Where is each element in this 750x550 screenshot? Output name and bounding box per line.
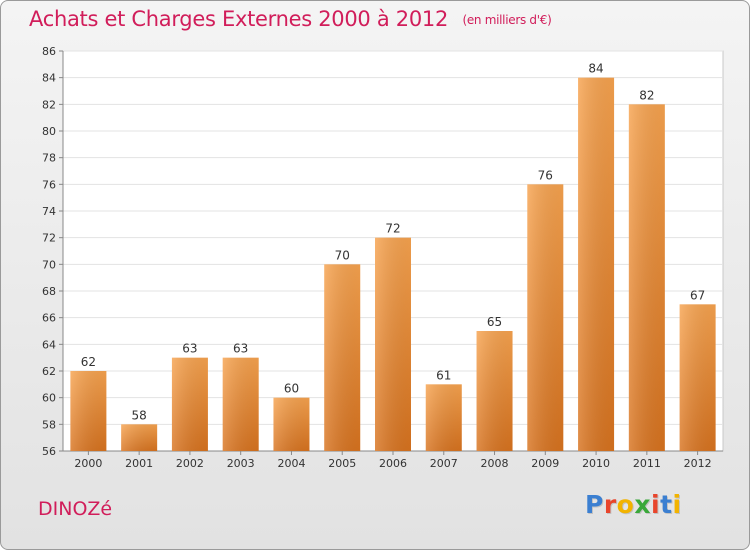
logo-letter: o [616, 490, 635, 519]
bar-shade [375, 237, 411, 451]
y-tick-label: 74 [42, 205, 56, 218]
bar-value-label: 82 [639, 88, 654, 102]
y-tick-label: 78 [42, 152, 56, 165]
y-tick-label: 70 [42, 258, 56, 271]
bar-shade [222, 357, 259, 451]
y-tick-label: 72 [42, 232, 56, 245]
bar-value-label: 84 [588, 62, 603, 76]
y-tick-label: 58 [42, 418, 56, 431]
bar-value-label: 60 [284, 382, 299, 396]
y-tick-label: 76 [42, 178, 56, 191]
y-tick-label: 66 [42, 312, 56, 325]
chart-title-text: Achats et Charges Externes 2000 à 2012 [29, 7, 449, 31]
bar-value-label: 67 [690, 288, 705, 302]
y-tick-label: 68 [42, 285, 56, 298]
bar-value-label: 72 [385, 222, 400, 236]
bar-value-label: 65 [487, 315, 502, 329]
logo-letter: P [585, 490, 604, 519]
x-tick-label: 2005 [328, 457, 356, 470]
bar-shade [425, 384, 462, 451]
bar-shade [527, 184, 564, 452]
bar-shade [171, 357, 208, 451]
bar-shade [679, 304, 716, 451]
x-tick-label: 2002 [176, 457, 204, 470]
bar-shade [628, 104, 665, 451]
bar-shade [273, 397, 310, 451]
x-tick-label: 2012 [684, 457, 712, 470]
logo-letter: i [672, 490, 682, 519]
logo-letter: r [603, 490, 617, 519]
x-tick-label: 2004 [277, 457, 305, 470]
x-tick-label: 2008 [481, 457, 509, 470]
bar-value-label: 62 [81, 355, 96, 369]
commune-name: DINOZé [38, 498, 113, 520]
bar-shade [324, 264, 361, 451]
x-tick-label: 2000 [74, 457, 102, 470]
x-tick-label: 2001 [125, 457, 153, 470]
y-tick-label: 56 [42, 445, 56, 458]
proxiti-logo: Proxiti [585, 490, 682, 519]
y-tick-label: 84 [42, 72, 56, 85]
y-tick-label: 82 [42, 98, 56, 111]
bar-shade [70, 371, 107, 451]
logo-letter: x [634, 490, 651, 519]
y-tick-label: 62 [42, 365, 56, 378]
y-tick-label: 80 [42, 125, 56, 138]
bar-shade [578, 77, 615, 452]
logo-letter: i [651, 490, 661, 519]
bar-value-label: 58 [132, 408, 147, 422]
bar-value-label: 61 [436, 368, 451, 382]
x-tick-label: 2003 [227, 457, 255, 470]
chart-unit-label: (en milliers d'€) [462, 13, 552, 27]
x-tick-label: 2006 [379, 457, 407, 470]
x-tick-label: 2009 [531, 457, 559, 470]
bar-value-label: 63 [233, 342, 248, 356]
bar-value-label: 70 [335, 248, 350, 262]
bar-value-label: 63 [182, 342, 197, 356]
x-tick-label: 2007 [430, 457, 458, 470]
logo-letter: t [660, 490, 673, 519]
bar-shade [476, 331, 513, 451]
x-tick-label: 2010 [582, 457, 610, 470]
y-tick-label: 86 [42, 45, 56, 58]
x-tick-label: 2011 [633, 457, 661, 470]
y-tick-label: 64 [42, 338, 56, 351]
y-tick-label: 60 [42, 392, 56, 405]
bar-value-label: 76 [538, 168, 553, 182]
bar-shade [121, 424, 158, 451]
chart-title: Achats et Charges Externes 2000 à 2012 (… [29, 7, 552, 31]
